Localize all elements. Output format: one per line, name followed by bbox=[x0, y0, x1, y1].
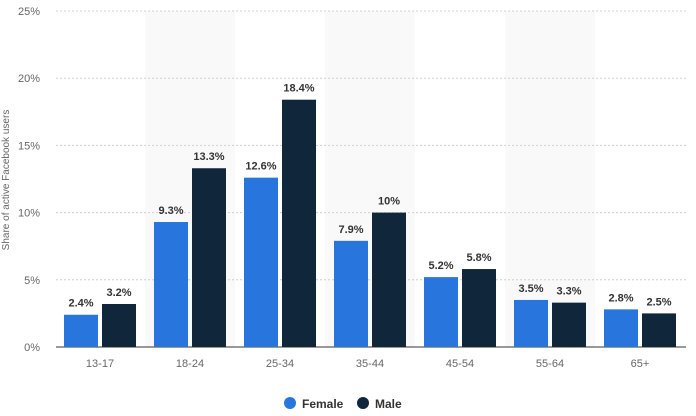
legend-swatch bbox=[284, 397, 296, 409]
bar-male[interactable] bbox=[552, 302, 586, 347]
x-tick-label: 45-54 bbox=[446, 358, 474, 370]
legend-label: Male bbox=[375, 397, 402, 411]
bar-male[interactable] bbox=[642, 313, 676, 347]
x-tick-label: 18-24 bbox=[176, 358, 204, 370]
bar-male[interactable] bbox=[282, 99, 316, 347]
legend-label: Female bbox=[302, 397, 344, 411]
data-label: 10% bbox=[378, 196, 400, 208]
bar-female[interactable] bbox=[424, 277, 458, 347]
x-tick-label: 25-34 bbox=[266, 358, 294, 370]
bar-male[interactable] bbox=[102, 303, 136, 347]
data-label: 9.3% bbox=[158, 205, 183, 217]
data-label: 12.6% bbox=[245, 161, 276, 173]
bar-male[interactable] bbox=[462, 269, 496, 347]
x-tick-label: 35-44 bbox=[356, 358, 384, 370]
bar-female[interactable] bbox=[514, 299, 548, 347]
data-label: 13.3% bbox=[193, 151, 224, 163]
legend-item-female[interactable]: Female bbox=[284, 397, 344, 411]
y-axis-label: Share of active Facebook users bbox=[1, 110, 12, 251]
y-tick-label: 10% bbox=[18, 208, 40, 220]
legend-item-male[interactable]: Male bbox=[357, 397, 402, 411]
category-band bbox=[505, 11, 595, 347]
y-tick-label: 15% bbox=[18, 140, 40, 152]
data-label: 2.5% bbox=[646, 296, 671, 308]
bar-male[interactable] bbox=[372, 212, 406, 347]
bar-female[interactable] bbox=[64, 314, 98, 347]
data-label: 7.9% bbox=[338, 224, 363, 236]
bar-female[interactable] bbox=[334, 240, 368, 347]
data-label: 18.4% bbox=[283, 83, 314, 95]
legend-swatch bbox=[357, 397, 369, 409]
y-tick-label: 0% bbox=[24, 342, 40, 354]
bar-female[interactable] bbox=[154, 222, 188, 347]
data-label: 3.2% bbox=[106, 287, 131, 299]
bar-male[interactable] bbox=[192, 168, 226, 347]
y-tick-label: 5% bbox=[24, 275, 40, 287]
data-label: 2.4% bbox=[68, 298, 93, 310]
x-tick-label: 13-17 bbox=[86, 358, 114, 370]
y-tick-label: 25% bbox=[18, 6, 40, 18]
data-label: 5.2% bbox=[428, 260, 453, 272]
data-label: 3.5% bbox=[518, 283, 543, 295]
bar-female[interactable] bbox=[604, 309, 638, 347]
bar-female[interactable] bbox=[244, 177, 278, 347]
data-label: 5.8% bbox=[466, 252, 491, 264]
data-label: 2.8% bbox=[608, 292, 633, 304]
data-label: 3.3% bbox=[556, 286, 581, 298]
y-tick-label: 20% bbox=[18, 73, 40, 85]
x-tick-label: 65+ bbox=[631, 358, 650, 370]
x-tick-label: 55-64 bbox=[536, 358, 564, 370]
